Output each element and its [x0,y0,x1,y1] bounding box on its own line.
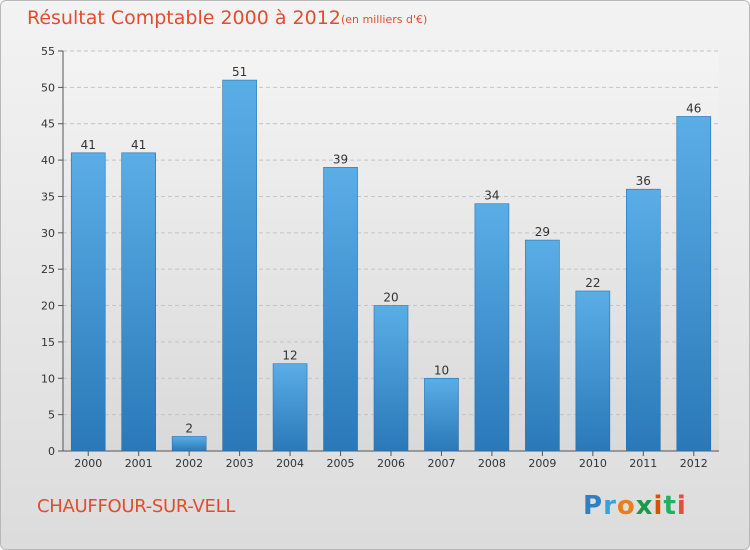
bar-value-label: 2 [185,421,193,435]
logo-letter: o [616,491,636,521]
bar [222,79,257,452]
bar [272,363,308,452]
y-tick-label: 30 [41,227,55,240]
x-tick-label: 2006 [377,457,405,470]
x-tick-label: 2011 [629,457,657,470]
logo-letter: P [583,491,604,521]
bar [373,305,409,452]
bar [171,436,207,452]
bar-value-label: 39 [333,152,348,166]
y-tick-label: 55 [41,45,55,58]
logo-letter: x [635,491,654,521]
logo-letter: i [653,491,664,521]
bar [424,377,459,452]
x-tick-label: 2012 [680,457,708,470]
bar-value-label: 36 [636,174,651,188]
bar [474,203,510,452]
x-tick-label: 2010 [579,457,607,470]
bar [626,188,661,452]
bar [575,290,611,452]
y-tick-label: 15 [41,336,55,349]
bar [121,152,156,452]
x-tick-label: 2004 [276,457,304,470]
y-tick-label: 35 [41,190,55,203]
bar [676,116,712,452]
x-tick-label: 2007 [427,457,455,470]
x-tick-label: 2000 [74,457,102,470]
chart-subtitle: (en milliers d'€) [341,13,428,26]
y-tick-label: 25 [41,263,55,276]
logo-letter: i [676,491,687,521]
bar-value-label: 34 [484,189,499,203]
x-tick-label: 2003 [226,457,254,470]
bar-value-label: 41 [81,138,96,152]
proxiti-logo: Proxiti [583,491,687,521]
commune-name: CHAUFFOUR-SUR-VELL [37,496,236,517]
y-tick-label: 50 [41,81,55,94]
bar-value-label: 10 [434,363,449,377]
y-tick-label: 0 [48,445,55,458]
x-tick-label: 2002 [175,457,203,470]
chart-title: Résultat Comptable 2000 à 2012 [27,7,341,29]
x-tick-label: 2009 [528,457,556,470]
y-tick-label: 10 [41,372,55,385]
y-tick-label: 45 [41,118,55,131]
bar-value-label: 51 [232,65,247,79]
bar-value-label: 20 [383,291,398,305]
bar-value-label: 22 [585,276,600,290]
bar [70,152,106,452]
y-tick-label: 40 [41,154,55,167]
bar-value-label: 12 [282,349,297,363]
bar-value-label: 41 [131,138,146,152]
bar-value-label: 46 [686,101,701,115]
y-tick-label: 5 [48,409,55,422]
y-tick-label: 20 [41,300,55,313]
x-tick-label: 2008 [478,457,506,470]
x-tick-label: 2001 [125,457,153,470]
bar [323,167,358,452]
bar-value-label: 29 [535,225,550,239]
x-tick-label: 2005 [327,457,355,470]
bar [525,239,560,452]
logo-letter: t [663,491,677,521]
logo-letter: r [603,491,617,521]
